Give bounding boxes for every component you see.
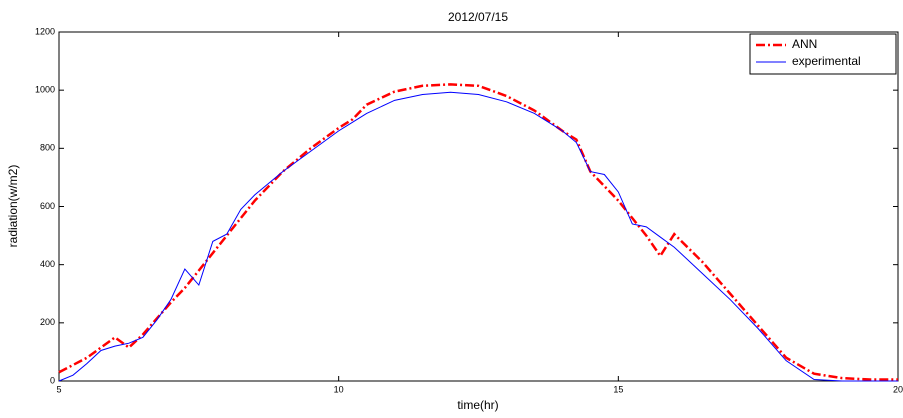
y-tick-label: 1000 bbox=[35, 85, 55, 95]
x-tick-label: 20 bbox=[893, 384, 903, 394]
legend-box bbox=[749, 33, 897, 75]
chart-title: 2012/07/15 bbox=[448, 10, 508, 24]
series-line bbox=[58, 83, 898, 381]
x-tick-label: 5 bbox=[56, 384, 61, 394]
plot-frame bbox=[58, 31, 899, 382]
x-axis-label: time(hr) bbox=[457, 398, 498, 412]
y-tick-label: 800 bbox=[40, 143, 55, 153]
y-tick-label: 200 bbox=[40, 317, 55, 327]
y-tick-label: 1200 bbox=[35, 26, 55, 36]
legend-label: experimental bbox=[792, 54, 861, 68]
y-axis-label: radiation(w/m2) bbox=[6, 165, 20, 248]
y-tick-label: 400 bbox=[40, 259, 55, 269]
x-tick-label: 15 bbox=[613, 384, 623, 394]
y-tick-label: 0 bbox=[50, 375, 55, 385]
series-line bbox=[58, 91, 898, 382]
x-tick-label: 10 bbox=[334, 384, 344, 394]
y-tick-label: 600 bbox=[40, 201, 55, 211]
legend-label: ANN bbox=[792, 37, 817, 51]
